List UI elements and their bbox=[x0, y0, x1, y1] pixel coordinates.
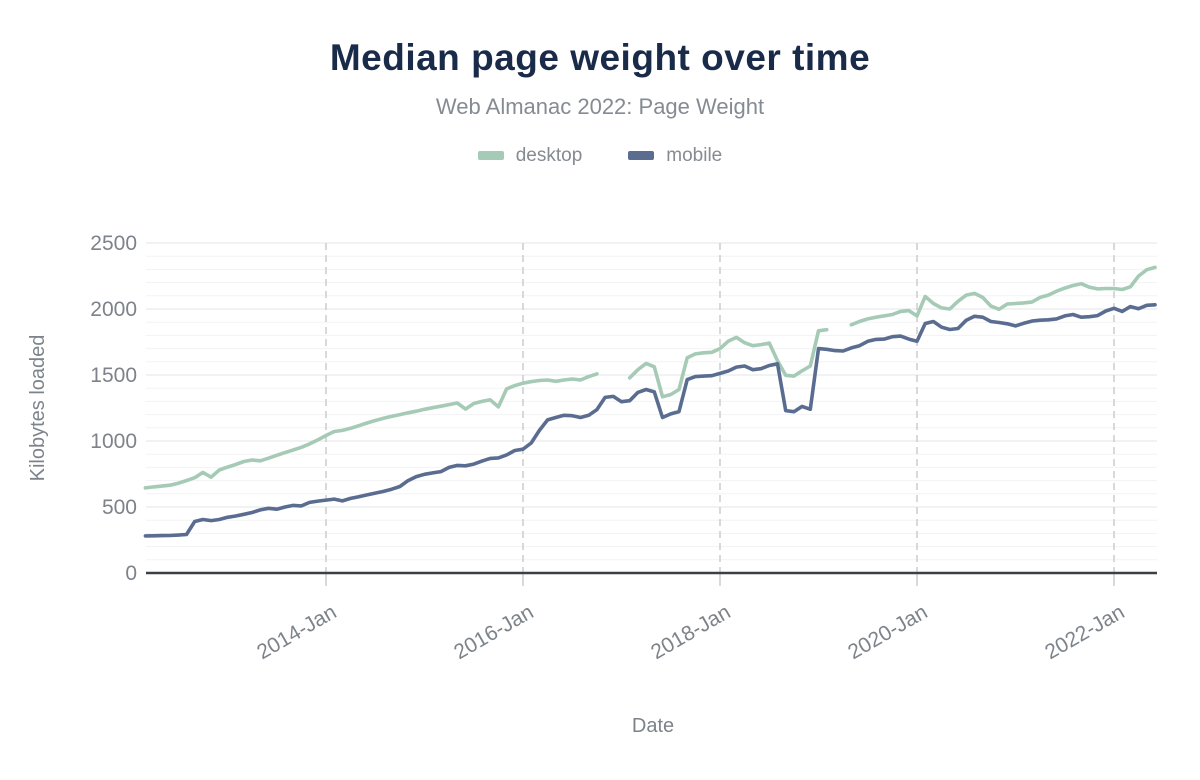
chart-subtitle: Web Almanac 2022: Page Weight bbox=[435, 93, 765, 119]
x-axis-ticks: 2014-Jan 2016-Jan 2018-Jan 2020-Jan 2022-Jan bbox=[253, 243, 1129, 664]
y-tick-label: 2000 bbox=[90, 298, 137, 321]
line-chart-canvas: 2014-Jan 2016-Jan 2018-Jan 2020-Jan 2022-Jan… bbox=[27, 232, 1157, 737]
mobile-swatch-icon bbox=[628, 151, 655, 161]
x-axis-title: Date bbox=[632, 715, 674, 737]
x-tick-label: 2020-Jan bbox=[844, 600, 931, 664]
gridlines-minor bbox=[146, 255, 1157, 561]
legend-item-mobile: mobile bbox=[628, 145, 722, 167]
y-tick-label: 1000 bbox=[90, 430, 137, 453]
chart-title: Median page weight over time bbox=[329, 37, 871, 78]
x-tick-label: 2014-Jan bbox=[253, 600, 340, 664]
y-tick-label: 1500 bbox=[90, 364, 137, 387]
x-tick-label: 2016-Jan bbox=[450, 600, 537, 664]
y-axis-ticks: 0 500 1000 1500 2000 2500 bbox=[90, 232, 137, 585]
legend-label-desktop: desktop bbox=[515, 144, 583, 166]
desktop-line bbox=[143, 265, 1157, 490]
y-axis-title: Kilobytes loaded bbox=[27, 335, 49, 482]
legend: desktop mobile bbox=[0, 145, 1200, 167]
chart-header: Median page weight over time Web Almanac… bbox=[0, 37, 1200, 167]
x-tick-label: 2018-Jan bbox=[647, 600, 734, 664]
legend-item-desktop: desktop bbox=[477, 144, 583, 167]
desktop-swatch-icon bbox=[477, 151, 504, 161]
gridlines-major bbox=[146, 242, 1157, 508]
x-tick-label: 2022-Jan bbox=[1041, 600, 1128, 664]
y-tick-label: 2500 bbox=[90, 232, 137, 255]
legend-label-mobile: mobile bbox=[666, 144, 723, 166]
mobile-line bbox=[143, 303, 1157, 538]
y-tick-label: 500 bbox=[102, 496, 137, 519]
y-tick-label: 0 bbox=[125, 562, 137, 585]
